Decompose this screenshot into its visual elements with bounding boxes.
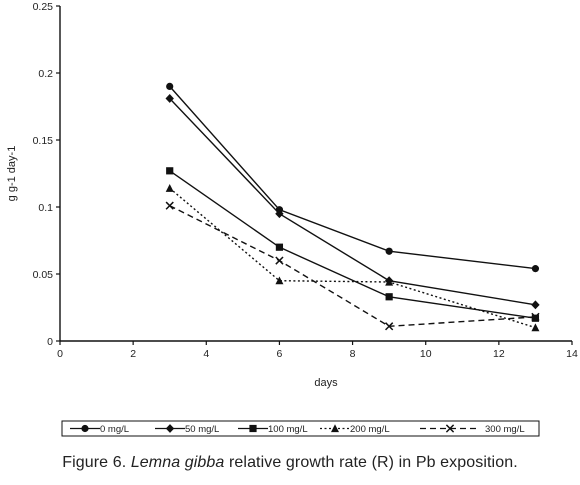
- y-tick-label: 0.25: [33, 1, 54, 13]
- data-point: [275, 209, 284, 219]
- chart: 0 0.05 0.1 0.15 0.2 0.25 0 2 4 6 8 10 12 14 g g-1 day…: [6, 1, 578, 437]
- figure-caption: Figure 6. Lemna gibba relative growth ra…: [0, 454, 580, 472]
- axes: 0 0.05 0.1 0.15 0.2 0.25 0 2 4 6 8 10 12 14: [33, 1, 578, 360]
- series-50-mg-l: [165, 94, 540, 310]
- legend-label: 300 mg/L: [485, 424, 525, 435]
- data-point: [275, 243, 284, 251]
- legend-label: 100 mg/L: [268, 424, 308, 435]
- caption-species: Lemna gibba: [130, 454, 225, 471]
- x-tick-label: 4: [203, 348, 209, 360]
- data-point: [385, 293, 393, 301]
- legend-item: 100 mg/L: [238, 424, 308, 435]
- data-point: [165, 94, 174, 103]
- legend-item: 200 mg/L: [320, 424, 390, 435]
- x-tick-label: 6: [277, 348, 283, 360]
- data-point: [531, 300, 540, 310]
- data-point: [531, 265, 540, 273]
- y-tick-label: 0.1: [38, 202, 53, 214]
- data-point: [165, 201, 174, 210]
- data-point: [385, 322, 394, 331]
- legend-item: 0 mg/L: [70, 424, 129, 435]
- y-tick-label: 0.15: [33, 135, 54, 147]
- legend-item: 300 mg/L: [420, 424, 525, 435]
- series-200-mg-l: [165, 184, 540, 332]
- legend-marker: [331, 424, 339, 433]
- series-100-mg-l: [166, 167, 540, 322]
- data-point: [165, 184, 174, 192]
- x-tick-label: 14: [566, 348, 578, 360]
- legend: 0 mg/L 50 mg/L 100 mg/L 200 mg/L 300 mg/L: [61, 420, 540, 437]
- y-tick-label: 0.2: [38, 68, 53, 80]
- data-point: [531, 312, 540, 322]
- data-point: [531, 323, 540, 332]
- caption-prefix: Figure 6.: [62, 454, 131, 471]
- x-tick-label: 0: [57, 348, 63, 360]
- series-line: [169, 98, 536, 306]
- y-tick-label: 0: [47, 336, 53, 348]
- y-axis-title: g g-1 day-1: [6, 146, 18, 202]
- data-point: [275, 256, 284, 265]
- data-point: [385, 247, 393, 255]
- y-tick-label: 0.05: [33, 269, 54, 281]
- x-tick-label: 10: [420, 348, 432, 360]
- x-tick-label: 12: [493, 348, 505, 360]
- data-point: [531, 314, 540, 322]
- legend-item: 50 mg/L: [155, 424, 219, 435]
- data-point: [166, 82, 174, 90]
- series-line: [169, 170, 536, 319]
- legend-marker: [81, 424, 89, 433]
- series-0-mg-l: [166, 82, 540, 273]
- series-layer: [165, 82, 540, 332]
- series-line: [169, 205, 536, 328]
- legend-marker: [165, 424, 175, 433]
- data-point: [385, 277, 394, 286]
- x-tick-label: 8: [350, 348, 356, 360]
- data-point: [166, 167, 174, 175]
- x-axis-title: days: [314, 377, 338, 389]
- legend-marker: [445, 424, 455, 433]
- series-300-mg-l: [165, 201, 540, 331]
- data-point: [275, 276, 284, 285]
- legend-label: 0 mg/L: [100, 424, 129, 435]
- series-line: [169, 187, 536, 329]
- x-tick-label: 2: [130, 348, 136, 360]
- caption-suffix: relative growth rate (R) in Pb expositio…: [224, 454, 518, 471]
- legend-label: 200 mg/L: [350, 424, 390, 435]
- legend-marker: [249, 424, 257, 433]
- legend-label: 50 mg/L: [185, 424, 219, 435]
- legend-box: [61, 420, 540, 437]
- series-line: [169, 85, 536, 270]
